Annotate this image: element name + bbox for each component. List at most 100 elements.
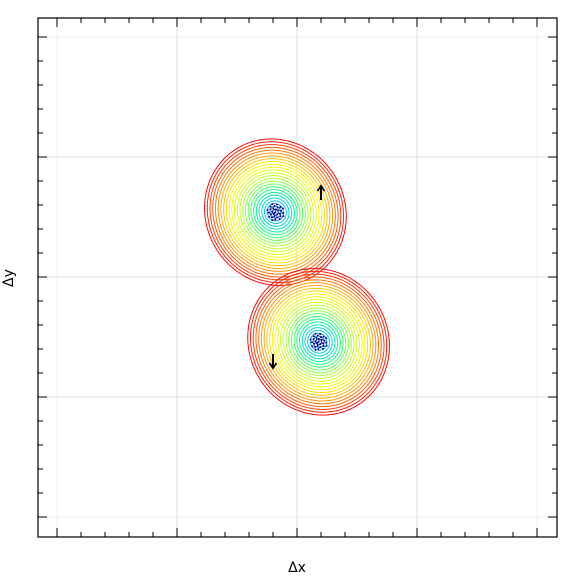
vector-arrow — [369, 349, 371, 355]
vector-arrow — [288, 329, 291, 334]
direction-arrow-icon — [268, 354, 278, 370]
vector-arrow — [281, 170, 287, 173]
vortex-core-point — [275, 203, 278, 206]
vortex-core-point — [280, 209, 283, 212]
direction-arrow-icon — [316, 184, 326, 200]
vector-arrow — [291, 317, 295, 322]
direction-markers — [268, 184, 326, 370]
vortex-core-point — [321, 347, 324, 350]
y-axis-label: Δy — [1, 269, 17, 287]
vortex-core-point — [325, 337, 328, 340]
vector-arrow — [321, 240, 325, 245]
vortex-core-point — [310, 341, 313, 344]
vortex-core-point — [315, 336, 318, 339]
vortex-core-point — [314, 332, 317, 335]
vortex-core-point — [270, 216, 273, 219]
vortex-core-point — [320, 338, 323, 341]
vector-arrow — [295, 350, 299, 355]
x-axis-label: Δx — [288, 560, 306, 576]
vortex-core-point — [272, 207, 275, 210]
vector-arrow — [245, 199, 248, 205]
vector-arrow — [322, 353, 328, 356]
vortex-core-point — [319, 345, 322, 348]
vector-arrow — [268, 386, 272, 390]
vortex-core-point — [278, 212, 281, 215]
vortex-core-point — [281, 212, 284, 215]
vortex-core-point — [316, 341, 319, 344]
vortex-core-point — [316, 344, 319, 347]
vector-field — [204, 138, 390, 416]
vector-arrow — [322, 201, 324, 206]
vector-arrow — [311, 185, 315, 190]
vector-arrow — [246, 270, 251, 274]
vector-arrow — [309, 258, 314, 262]
vortex-core-point — [277, 209, 280, 212]
vector-arrow — [247, 188, 252, 193]
vortex-core-point — [279, 206, 282, 209]
vortex-core-point — [278, 218, 281, 221]
vortex-core-point — [274, 218, 277, 221]
vector-arrow — [224, 256, 229, 261]
vortex-core-point — [274, 208, 277, 211]
vector-arrow — [267, 229, 272, 232]
vector-arrow — [279, 223, 284, 227]
vortex-core-point — [309, 338, 312, 341]
vector-arrow — [355, 314, 359, 319]
vector-arrow — [252, 220, 256, 225]
vector-arrow — [259, 226, 264, 231]
vector-arrow — [340, 304, 345, 308]
vortex-core-point — [273, 215, 276, 218]
vortex-core-point — [268, 215, 271, 218]
vortex-core-point — [273, 212, 276, 215]
vector-arrow — [335, 400, 340, 403]
vortex-core-point — [271, 203, 274, 206]
vortex-core-point — [269, 208, 272, 211]
vortex-core-point — [273, 204, 276, 207]
vector-arrow — [297, 174, 302, 178]
vector-arrow — [252, 364, 255, 369]
vector-arrow — [325, 300, 330, 303]
vortex-core-point — [314, 345, 317, 348]
axis-ticks — [38, 18, 557, 537]
vortex-core-point — [312, 338, 315, 340]
vortex-core-point — [312, 335, 315, 338]
vortex-core-point — [276, 216, 279, 219]
vortex-core-point — [282, 215, 285, 218]
vector-arrow — [298, 307, 303, 311]
vortex-core-point — [276, 206, 279, 209]
vector-arrow — [289, 400, 294, 403]
vortex-core-point — [314, 348, 317, 351]
vortex-core-point — [319, 343, 322, 346]
vector-arrow — [310, 359, 315, 362]
vortex-core-point — [269, 205, 272, 208]
vortex-core-point — [267, 211, 270, 214]
vortex-core-point — [321, 342, 324, 345]
vortex-core-point — [269, 213, 272, 216]
vortex-core-point — [314, 340, 317, 343]
vortex-2 — [247, 268, 390, 416]
vector-arrow — [302, 356, 307, 360]
vector-arrow — [365, 330, 368, 335]
vector-arrow — [364, 370, 368, 375]
vortex-core-point — [322, 344, 325, 347]
vortex-core-point — [311, 345, 314, 348]
vortex-core-point — [266, 208, 269, 211]
vortex-core-point — [276, 213, 279, 216]
vortex-core-point — [281, 207, 284, 210]
vortex-core-point — [271, 210, 274, 213]
vortex-core-point — [319, 336, 322, 339]
vortex-core-point — [325, 341, 328, 344]
vector-arrow — [325, 220, 328, 225]
vortex-core-point — [323, 339, 326, 342]
vortex-core-point — [279, 215, 282, 218]
vortex-core-point — [317, 338, 320, 341]
vortex-core-point — [325, 344, 328, 347]
vortex-core-point — [317, 347, 320, 350]
vortex-core-point — [271, 219, 274, 222]
vector-arrow — [255, 178, 260, 182]
vortex-1 — [204, 138, 347, 286]
vortex-core-point — [319, 333, 322, 336]
grid-lines — [38, 18, 557, 537]
